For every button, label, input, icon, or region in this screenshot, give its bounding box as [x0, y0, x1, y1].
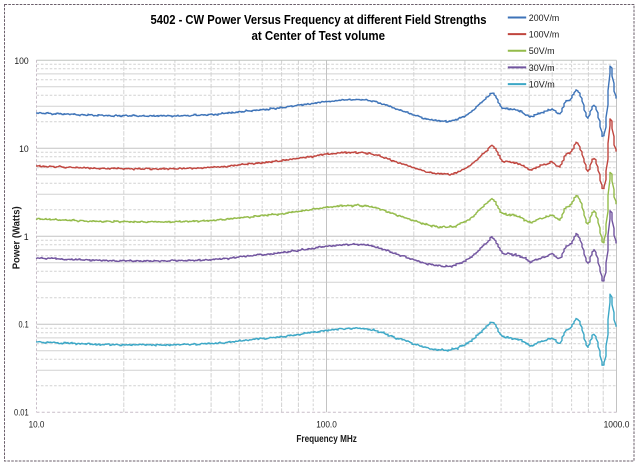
- svg-text:100.0: 100.0: [316, 419, 337, 430]
- svg-text:10V/m: 10V/m: [529, 80, 555, 91]
- svg-text:50V/m: 50V/m: [529, 46, 555, 57]
- svg-text:30V/m: 30V/m: [529, 63, 555, 74]
- svg-text:10: 10: [19, 144, 29, 155]
- svg-text:1: 1: [24, 232, 29, 243]
- svg-text:10.0: 10.0: [29, 419, 45, 430]
- svg-text:Frequency MHz: Frequency MHz: [296, 434, 357, 445]
- svg-text:0.01: 0.01: [14, 408, 29, 419]
- svg-text:0.1: 0.1: [19, 320, 29, 331]
- svg-text:at Center of Test volume: at Center of Test volume: [252, 29, 386, 43]
- svg-text:Power (Watts): Power (Watts): [11, 206, 22, 269]
- svg-text:100: 100: [14, 56, 28, 67]
- svg-text:200V/m: 200V/m: [529, 13, 560, 24]
- svg-text:100V/m: 100V/m: [529, 30, 560, 41]
- svg-text:1000.0: 1000.0: [604, 419, 630, 430]
- svg-text:5402 - CW Power Versus Frequen: 5402 - CW Power Versus Frequency at diff…: [151, 13, 487, 27]
